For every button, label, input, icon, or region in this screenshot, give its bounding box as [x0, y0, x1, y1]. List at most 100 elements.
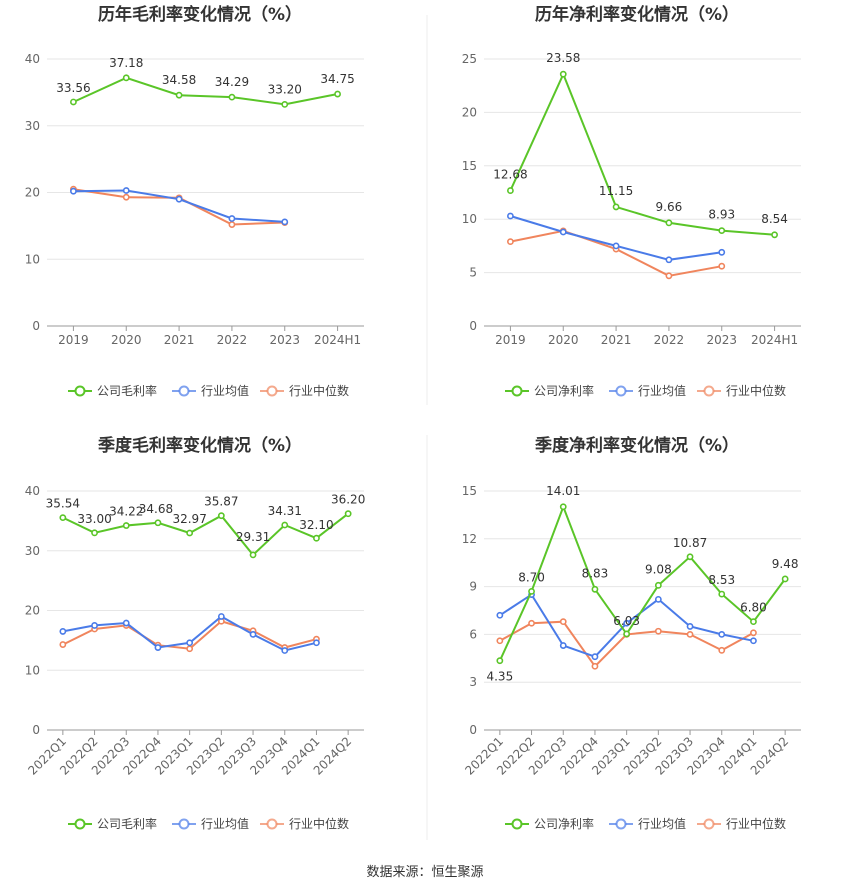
- data-point: [654, 595, 662, 603]
- legend: 公司净利率 行业均值 行业中位数: [505, 816, 786, 831]
- legend-marker: [266, 385, 278, 397]
- data-point: [91, 622, 98, 629]
- chart-3: 季度毛利率变化情况（%）0102030402022Q12022Q22022Q32…: [25, 435, 366, 831]
- data-label: 35.87: [204, 495, 238, 509]
- y-tick-label: 0: [469, 723, 477, 737]
- data-point: [122, 619, 130, 627]
- data-label: 37.18: [109, 56, 143, 70]
- data-label: 33.20: [268, 82, 302, 96]
- y-tick-label: 0: [32, 723, 40, 737]
- data-label: 8.83: [582, 566, 609, 580]
- y-tick-label: 0: [32, 319, 40, 333]
- data-label: 34.22: [109, 505, 143, 519]
- data-point: [122, 193, 130, 201]
- x-tick-label: 2023: [269, 333, 300, 347]
- data-point: [186, 645, 194, 653]
- data-point: [313, 534, 320, 542]
- data-point: [281, 521, 289, 529]
- y-tick-label: 20: [462, 105, 477, 119]
- data-label: 12.68: [493, 168, 527, 182]
- series-line-公司净利率: [509, 71, 775, 236]
- data-point: [228, 93, 236, 101]
- data-point: [249, 631, 257, 638]
- data-point: [59, 641, 67, 648]
- data-label: 6.03: [613, 614, 640, 628]
- data-point: [344, 510, 352, 518]
- data-point: [686, 553, 694, 561]
- legend-label: 公司净利率: [534, 816, 594, 831]
- data-point: [175, 91, 183, 99]
- legend-label: 行业均值: [638, 816, 686, 831]
- data-point: [718, 248, 726, 256]
- y-tick-label: 20: [25, 604, 40, 618]
- data-point: [249, 551, 257, 559]
- data-label: 14.01: [546, 484, 580, 498]
- legend-item: 行业中位数: [697, 816, 786, 831]
- chart-title: 季度毛利率变化情况（%）: [98, 435, 302, 456]
- legend-item: 行业中位数: [260, 383, 349, 398]
- data-point: [217, 512, 225, 520]
- data-point: [154, 644, 162, 651]
- data-label: 33.00: [77, 512, 111, 526]
- legend-marker: [511, 818, 523, 830]
- data-label: 23.58: [546, 51, 580, 65]
- data-point: [70, 187, 77, 195]
- data-point: [507, 187, 514, 194]
- legend-label: 行业中位数: [726, 383, 786, 398]
- x-tick-label: 2021: [601, 333, 632, 347]
- data-label: 8.70: [518, 570, 545, 584]
- data-point: [591, 653, 599, 661]
- legend-item: 行业均值: [172, 383, 249, 398]
- data-label: 6.80: [740, 601, 767, 615]
- data-point: [665, 272, 673, 280]
- y-tick-label: 10: [25, 252, 40, 266]
- data-label: 8.93: [708, 208, 735, 222]
- data-point: [559, 642, 567, 649]
- data-point: [559, 70, 567, 78]
- data-point: [313, 639, 320, 647]
- chart-4: 季度净利率变化情况（%）036912152022Q12022Q22022Q320…: [462, 435, 801, 831]
- y-tick-label: 30: [25, 119, 40, 133]
- legend-label: 行业均值: [638, 383, 686, 398]
- data-point: [281, 100, 289, 108]
- legend-label: 公司净利率: [534, 383, 594, 398]
- data-point: [334, 90, 341, 98]
- data-point: [665, 219, 673, 227]
- data-label: 9.08: [645, 562, 672, 576]
- data-point: [59, 628, 67, 635]
- data-point: [771, 231, 778, 239]
- chart-1: 历年毛利率变化情况（%） 0 10 20 30 40 2019 2020 2021 2022 202…: [25, 4, 364, 398]
- data-point: [496, 657, 504, 665]
- series-line-行业均值: [510, 215, 722, 261]
- data-label: 29.31: [236, 530, 270, 544]
- data-point: [122, 522, 130, 529]
- data-point: [59, 514, 67, 522]
- legend-label: 行业中位数: [726, 816, 786, 831]
- x-tick-label: 2022: [217, 333, 248, 347]
- legend-item: 公司净利率: [505, 816, 594, 831]
- y-tick-label: 3: [469, 675, 477, 689]
- y-tick-label: 40: [25, 484, 40, 498]
- data-point: [591, 585, 599, 593]
- data-point: [70, 98, 77, 106]
- data-point: [528, 587, 535, 595]
- data-point: [750, 618, 757, 626]
- data-point: [154, 519, 162, 527]
- data-label: 9.48: [772, 557, 799, 571]
- legend-marker: [178, 385, 190, 397]
- data-label: 34.31: [268, 504, 302, 518]
- data-point: [750, 637, 757, 645]
- legend-item: 行业均值: [609, 383, 686, 398]
- series-line-行业中位数: [510, 229, 722, 277]
- data-point: [781, 575, 789, 583]
- data-point: [186, 639, 194, 647]
- data-point: [559, 503, 567, 511]
- y-tick-label: 25: [462, 52, 477, 66]
- legend-item: 行业均值: [609, 816, 686, 831]
- legend-marker: [74, 385, 86, 397]
- data-label: 9.66: [656, 200, 683, 214]
- legend-item: 公司毛利率: [68, 383, 157, 398]
- data-label: 34.29: [215, 75, 249, 89]
- chart-title: 季度净利率变化情况（%）: [535, 435, 739, 456]
